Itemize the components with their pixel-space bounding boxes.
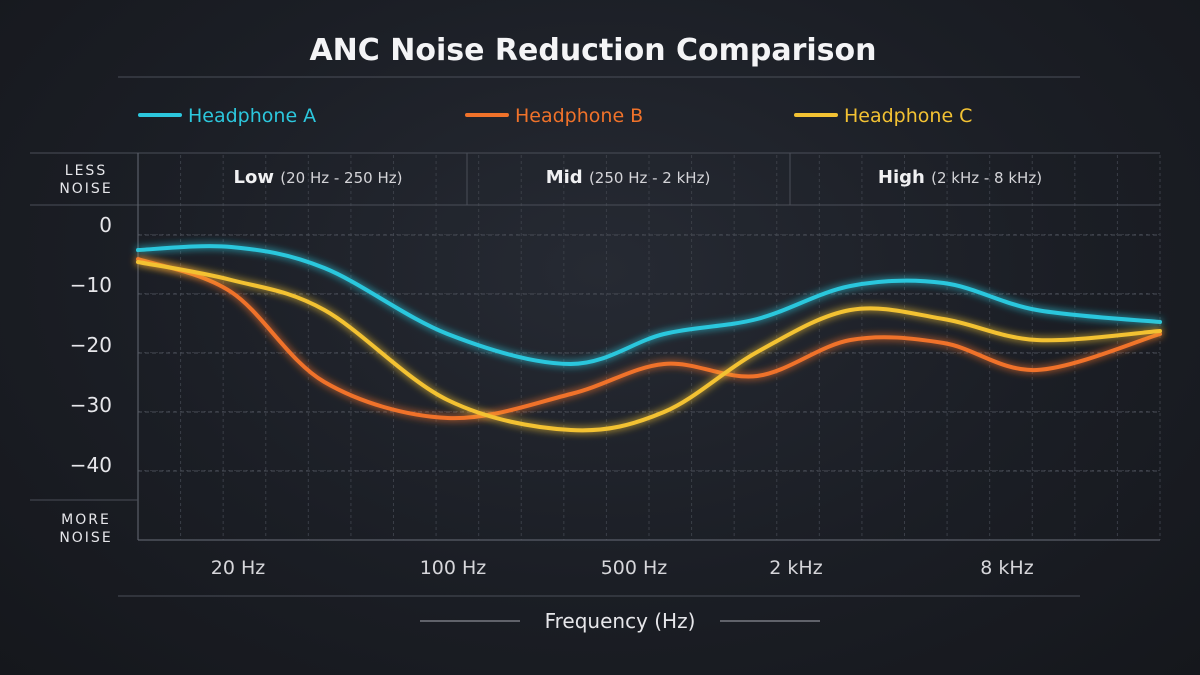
band-label: Low (20 Hz - 250 Hz) <box>234 167 403 188</box>
y-axis: LESS NOISE MORE NOISE 0 −10 −20 −30 −40 <box>59 163 112 546</box>
legend-label: Headphone B <box>515 105 643 127</box>
series-line-headphone-c <box>136 260 1162 433</box>
legend-label: Headphone C <box>844 105 972 127</box>
legend: Headphone A Headphone B Headphone C <box>138 105 972 127</box>
legend-label: Headphone A <box>188 105 316 127</box>
y-tick-label: −20 <box>70 333 112 357</box>
chart-title: ANC Noise Reduction Comparison <box>309 33 876 68</box>
frequency-bands: Low (20 Hz - 250 Hz) Mid (250 Hz - 2 kHz)… <box>234 153 1042 205</box>
y-tick-label: 0 <box>99 213 112 237</box>
band-name: Mid <box>546 167 589 188</box>
band-range: (20 Hz - 250 Hz) <box>280 169 402 187</box>
y-bottom-label-line1: MORE <box>61 512 111 528</box>
x-tick-label: 2 kHz <box>769 557 822 579</box>
x-tick-label: 20 Hz <box>211 557 266 579</box>
band-range: (2 kHz - 8 kHz) <box>931 169 1042 187</box>
y-bottom-label-line2: NOISE <box>59 530 112 546</box>
x-axis-label: Frequency (Hz) <box>545 609 696 633</box>
band-name: Low <box>234 167 281 188</box>
y-top-label-line2: NOISE <box>59 181 112 197</box>
band-name: High <box>878 167 931 188</box>
y-tick-label: −30 <box>70 393 112 417</box>
y-tick-label: −10 <box>70 273 112 297</box>
band-range: (250 Hz - 2 kHz) <box>589 169 710 187</box>
x-axis: 20 Hz 100 Hz 500 Hz 2 kHz 8 kHz <box>211 557 1034 579</box>
x-tick-label: 500 Hz <box>601 557 668 579</box>
series-line-headphone-b <box>136 257 1162 421</box>
series-line-headphone-a <box>136 244 1162 367</box>
y-tick-label: −40 <box>70 453 112 477</box>
band-label: Mid (250 Hz - 2 kHz) <box>546 167 711 188</box>
band-label: High (2 kHz - 8 kHz) <box>878 167 1042 188</box>
x-tick-label: 8 kHz <box>980 557 1033 579</box>
grid <box>30 152 1161 541</box>
series-lines <box>136 244 1162 433</box>
y-top-label-line1: LESS <box>65 163 107 179</box>
x-tick-label: 100 Hz <box>420 557 487 579</box>
